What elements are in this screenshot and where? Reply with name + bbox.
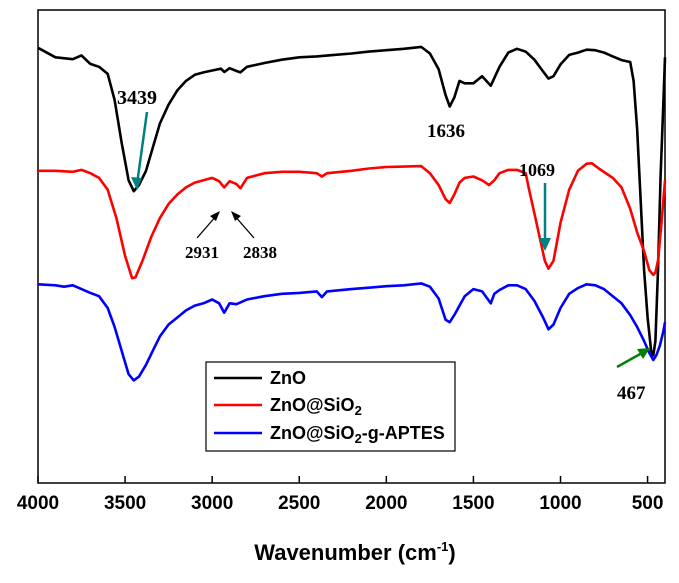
x-tick-label-4000: 4000: [17, 493, 59, 514]
x-axis-title-main: Wavenumber (cm: [254, 540, 437, 565]
legend-label-zno-sio2: ZnO@SiO2: [270, 395, 362, 418]
x-tick-label-1000: 1000: [539, 493, 581, 514]
annotation-1069-label: 1069: [519, 160, 555, 180]
x-axis-title-sup: -1: [437, 539, 449, 554]
annotation-2838: 2838: [231, 211, 277, 262]
annotation-2931-label: 2931: [185, 243, 219, 262]
annotation-1069: 1069: [519, 160, 555, 251]
annotation-1636: 1636: [427, 121, 465, 142]
legend-label-zno-sio2-aptes: ZnO@SiO2-g-APTES: [270, 423, 445, 446]
annotation-467-arrow: [616, 351, 643, 369]
annotation-3439-label: 3439: [117, 87, 157, 109]
annotation-467: 467: [616, 348, 650, 404]
legend-item-zno: ZnO: [214, 368, 306, 388]
plot-frame: [37, 9, 666, 484]
annotation-1069-arrowhead: [539, 238, 551, 251]
annotation-1636-label: 1636: [427, 121, 465, 142]
x-axis-title: Wavenumber (cm-1): [254, 539, 455, 565]
series-line-2: [37, 282, 667, 382]
series-line-1: [38, 162, 667, 280]
annotation-2838-label: 2838: [243, 243, 277, 262]
x-tick-label-1500: 1500: [452, 493, 494, 514]
x-tick-label-500: 500: [632, 493, 664, 514]
x-tick-label-3000: 3000: [191, 493, 233, 514]
annotation-2931-arrowhead: [210, 211, 220, 221]
legend-item-zno-sio2-aptes: ZnO@SiO2-g-APTES: [214, 423, 445, 446]
annotation-467-label: 467: [617, 383, 646, 404]
x-tick-label-3500: 3500: [104, 493, 146, 514]
annotation-3439-arrow: [135, 111, 149, 185]
legend-label-zno: ZnO: [270, 368, 306, 388]
series-layer: [37, 45, 667, 382]
legend-item-zno-sio2: ZnO@SiO2: [214, 395, 362, 418]
legend: ZnO ZnO@SiO2 ZnO@SiO2-g-APTES: [205, 361, 456, 452]
x-tick-label-2500: 2500: [278, 493, 320, 514]
series-line-0: [37, 45, 667, 357]
annotation-2931: 2931: [185, 211, 220, 262]
x-axis-ticks: 4000 3500 3000 2500 2000 1500 1000 500: [17, 476, 664, 514]
x-tick-label-2000: 2000: [365, 493, 407, 514]
annotation-467-arrowhead: [637, 348, 650, 359]
annotation-3439: 3439: [117, 87, 157, 190]
x-axis-title-close: ): [448, 540, 455, 565]
annotation-3439-arrowhead: [131, 177, 142, 190]
annotation-2838-arrowhead: [231, 211, 241, 221]
